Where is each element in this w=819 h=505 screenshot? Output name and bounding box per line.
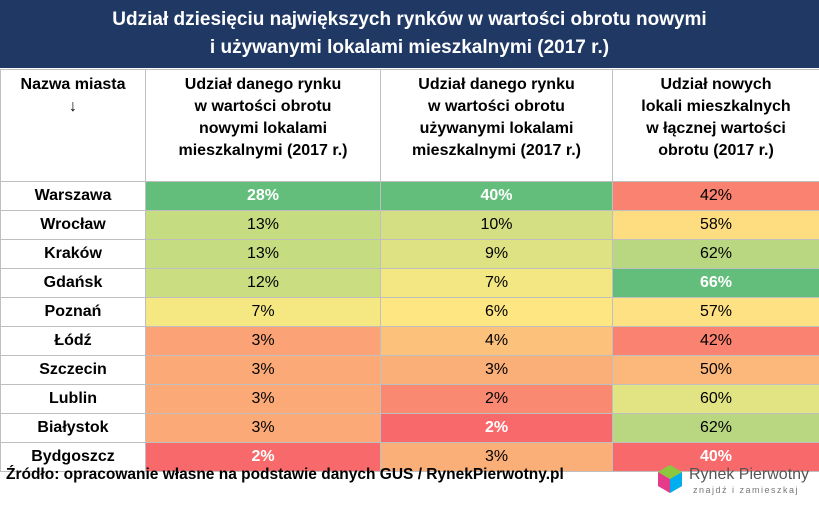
source-note: Źródło: opracowanie własne na podstawie … [6, 466, 564, 483]
value-cell: 28% [145, 181, 381, 211]
table-row: Szczecin 3% 3% 50% [0, 355, 819, 385]
value-cell: 66% [612, 268, 819, 298]
table-row: Gdańsk 12% 7% 66% [0, 268, 819, 298]
value-cell: 62% [612, 239, 819, 269]
value-cell: 3% [380, 355, 613, 385]
logo-name: Rynek Pierwotny [689, 466, 809, 483]
column-header-line: mieszkalnymi (2017 r.) [178, 142, 348, 159]
value-cell: 9% [380, 239, 613, 269]
value-cell: 7% [145, 297, 381, 327]
column-header-line: Udział danego rynku [184, 76, 342, 93]
column-header-line: w wartości obrotu [428, 98, 565, 115]
column-header-line: obrotu (2017 r.) [658, 142, 774, 159]
value-cell: 13% [145, 239, 381, 269]
table-row: Poznań 7% 6% 57% [0, 297, 819, 327]
column-header: Udział danego rynku w wartości obrotu używ… [380, 69, 613, 182]
table-row: Wrocław 13% 10% 58% [0, 210, 819, 240]
column-header: Nazwa miasta ↓ [0, 69, 146, 182]
value-cell: 40% [612, 442, 819, 472]
value-cell: 6% [380, 297, 613, 327]
city-cell: Bydgoszcz [0, 442, 146, 472]
value-cell: 57% [612, 297, 819, 327]
table-row: Warszawa 28% 40% 42% [0, 181, 819, 211]
column-header-line: lokali mieszkalnych [641, 98, 791, 115]
table-row: Lublin 3% 2% 60% [0, 384, 819, 414]
city-cell: Lublin [0, 384, 146, 414]
value-cell: 42% [612, 326, 819, 356]
value-cell: 13% [145, 210, 381, 240]
table-row: Kraków 13% 9% 62% [0, 239, 819, 269]
column-header-line: w łącznej wartości [646, 120, 786, 137]
title-line: i używanymi lokalami mieszkalnymi (2017 … [209, 37, 610, 58]
value-cell: 50% [612, 355, 819, 385]
table-body: Warszawa 28% 40% 42% Wrocław 13% 10% 58% Kraków 1… [0, 181, 819, 472]
value-cell: 7% [380, 268, 613, 298]
value-cell: 3% [145, 355, 381, 385]
value-cell: 3% [380, 442, 613, 472]
value-cell: 2% [380, 384, 613, 414]
column-header-line: używanymi lokalami [419, 120, 574, 137]
value-cell: 60% [612, 384, 819, 414]
value-cell: 3% [145, 384, 381, 414]
column-header-line: Udział nowych [660, 76, 772, 93]
column-header: Udział nowych lokali mieszkalnych w łączne… [612, 69, 819, 182]
city-cell: Szczecin [0, 355, 146, 385]
value-cell: 62% [612, 413, 819, 443]
value-cell: 12% [145, 268, 381, 298]
title-line: Udział dziesięciu największych rynków w … [112, 9, 707, 30]
value-cell: 42% [612, 181, 819, 211]
value-cell: 2% [380, 413, 613, 443]
column-header: Udział danego rynku w wartości obrotu nowy… [145, 69, 381, 182]
column-header-line: Udział danego rynku [418, 76, 575, 93]
city-cell: Łódź [0, 326, 146, 356]
column-header-line: Nazwa miasta [20, 76, 126, 93]
table: Nazwa miasta ↓ Udział danego rynku w wartoś… [0, 69, 819, 472]
value-cell: 4% [380, 326, 613, 356]
value-cell: 58% [612, 210, 819, 240]
value-cell: 10% [380, 210, 613, 240]
title-bar: Udział dziesięciu największych rynków w … [0, 0, 819, 68]
city-cell: Wrocław [0, 210, 146, 240]
column-header-line: nowymi lokalami [198, 120, 328, 137]
value-cell: 3% [145, 326, 381, 356]
table-row: Białystok 3% 2% 62% [0, 413, 819, 443]
city-cell: Poznań [0, 297, 146, 327]
value-cell: 3% [145, 413, 381, 443]
logo-tagline: znajdź i zamieszkaj [693, 485, 799, 495]
header-row: Nazwa miasta ↓ Udział danego rynku w wartoś… [0, 69, 819, 182]
city-cell: Kraków [0, 239, 146, 269]
column-header-line: mieszkalnymi (2017 r.) [412, 142, 581, 159]
value-cell: 2% [145, 442, 381, 472]
column-header-line: ↓ [69, 98, 77, 115]
city-cell: Gdańsk [0, 268, 146, 298]
logo-icon-part [658, 465, 682, 479]
city-cell: Warszawa [0, 181, 146, 211]
table-row: Bydgoszcz 2% 3% 40% [0, 442, 819, 472]
logo: Rynek Pierwotny znajdź i zamieszkaj [658, 465, 809, 495]
table-row: Łódź 3% 4% 42% [0, 326, 819, 356]
value-cell: 40% [380, 181, 613, 211]
column-header-line: w wartości obrotu [194, 98, 332, 115]
city-cell: Białystok [0, 413, 146, 443]
